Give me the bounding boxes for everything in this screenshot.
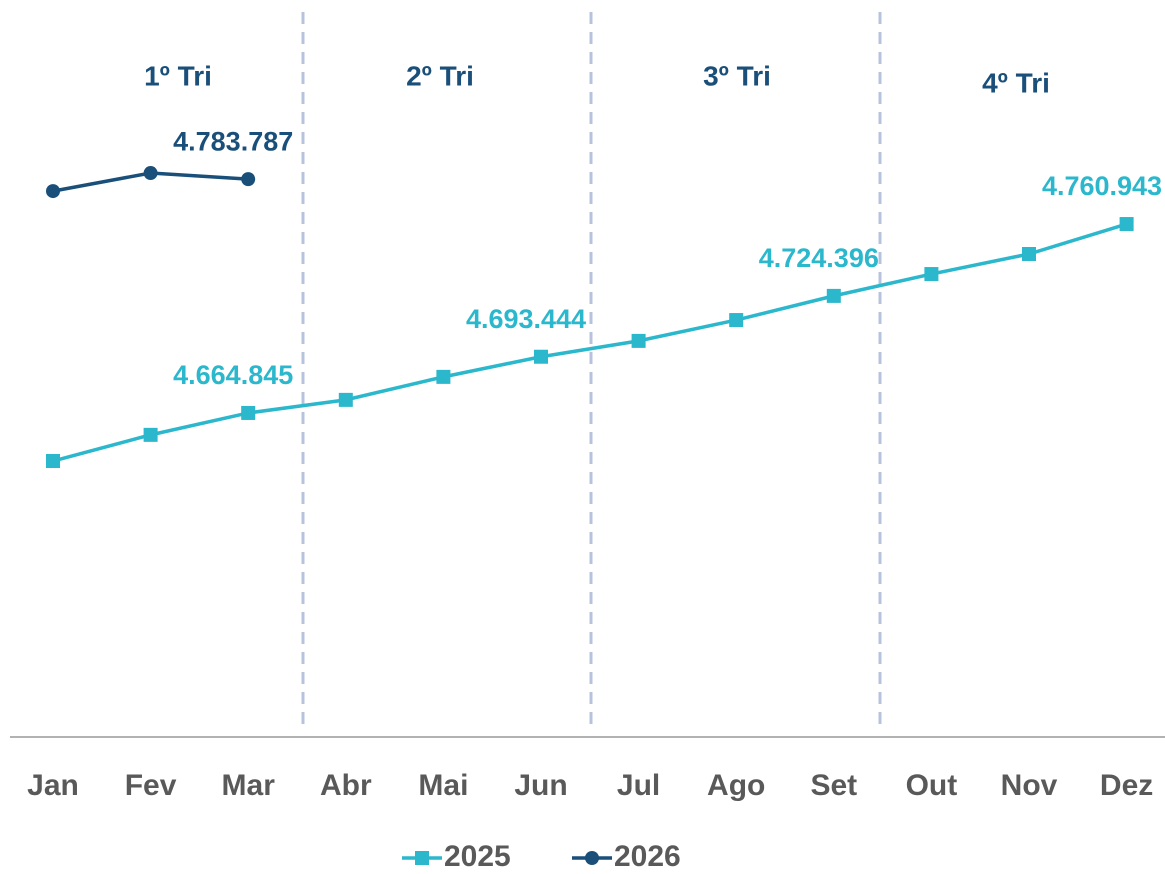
marker [143,166,158,181]
marker [534,349,548,364]
data-label: 4.693.444 [466,304,586,334]
quarter-label: 3º Tri [703,60,771,91]
x-tick-label: Jul [617,769,660,802]
legend-label: 2025 [444,840,511,873]
x-tick-label: Nov [1001,769,1058,802]
data-label: 4.783.787 [173,126,293,156]
data-label: 4.664.845 [173,360,293,390]
marker [46,184,60,199]
marker [436,369,451,384]
x-tick-label: Set [810,769,857,802]
legend-label: 2026 [614,840,681,873]
marker [924,267,939,282]
marker [1119,217,1134,232]
x-tick-label: Jun [514,769,567,802]
data-label: 4.760.943 [1042,171,1162,201]
x-tick-label: Mai [418,769,468,802]
marker [631,333,646,348]
marker [729,313,744,328]
x-tick-label: Out [906,769,958,802]
data-label: 4.724.396 [759,243,879,273]
marker [338,392,353,407]
marker [241,405,256,420]
marker [826,288,841,303]
x-tick-label: Dez [1100,769,1153,802]
marker [241,172,256,187]
x-tick-label: Jan [27,769,79,802]
marker [143,427,158,442]
marker [46,454,60,469]
marker [1022,247,1036,262]
legend-marker [585,851,599,865]
legend-marker [415,851,429,865]
x-tick-label: Abr [320,769,372,802]
series-line [52,222,1128,463]
quarter-label: 4º Tri [982,67,1050,98]
quarter-label: 2º Tri [406,60,474,91]
x-tick-label: Ago [707,769,765,802]
x-tick-label: Fev [125,769,177,802]
quarter-label: 1º Tri [144,60,212,91]
x-tick-label: Mar [222,769,276,802]
